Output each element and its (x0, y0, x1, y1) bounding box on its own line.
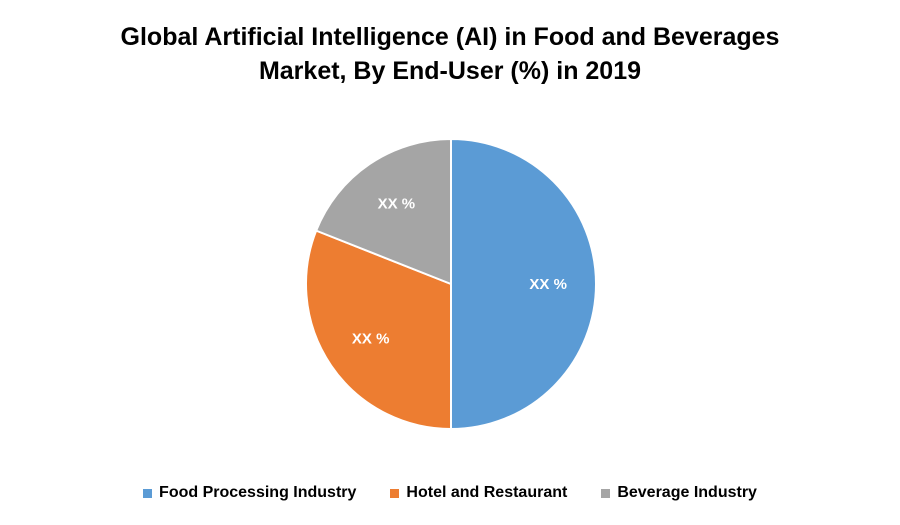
pie-slice-food-processing (450, 137, 597, 431)
legend-swatch-hotel-restaurant (390, 488, 400, 498)
chart-title-line-1: Global Artificial Intelligence (AI) in F… (120, 23, 780, 51)
legend-item-hotel-restaurant: Hotel and Restaurant (390, 484, 567, 502)
pie-slice-hotel-restaurant (305, 229, 452, 431)
slice-label-hotel-restaurant: XX % (352, 331, 390, 348)
legend-item-beverage: Beverage Industry (601, 484, 757, 502)
legend-swatch-beverage (601, 488, 611, 498)
chart-title: Global Artificial Intelligence (AI) in F… (0, 20, 900, 88)
legend: Food Processing Industry Hotel and Resta… (0, 484, 900, 502)
pie-slice-beverage (314, 137, 452, 286)
slice-label-beverage: XX % (378, 196, 416, 213)
slice-label-food-processing: XX % (529, 276, 567, 293)
legend-item-food-processing: Food Processing Industry (143, 484, 356, 502)
legend-label-beverage: Beverage Industry (617, 484, 757, 501)
legend-swatch-food-processing (143, 488, 153, 498)
legend-label-food-processing: Food Processing Industry (159, 484, 357, 501)
legend-label-hotel-restaurant: Hotel and Restaurant (406, 484, 568, 501)
chart-title-line-2: Market, By End-User (%) in 2019 (258, 57, 642, 85)
